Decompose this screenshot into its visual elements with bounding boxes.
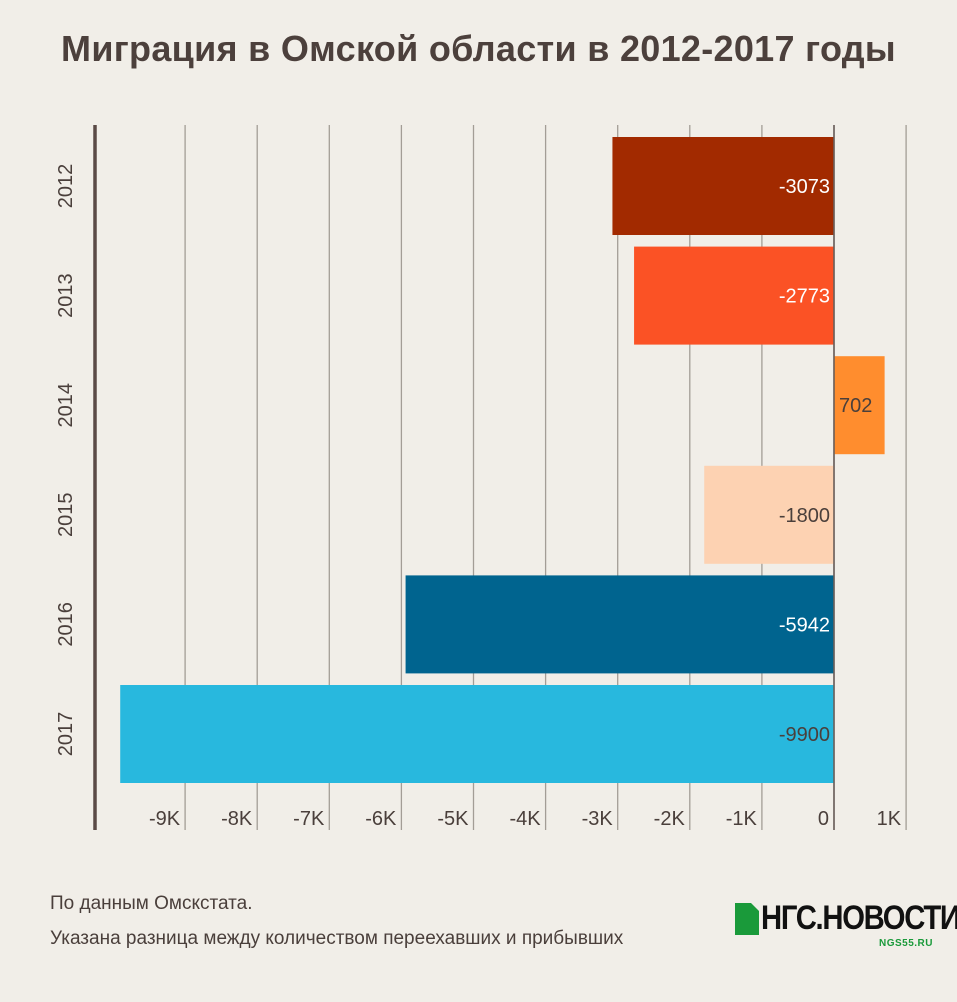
bar-value-label: 702 bbox=[839, 395, 872, 417]
bar-value-label: -2773 bbox=[779, 286, 830, 308]
x-tick-label: 1K bbox=[877, 808, 902, 830]
bar-2012 bbox=[612, 137, 834, 235]
bar-chart: -3073 2012 -2773 2013 702 2014 -1800 2015 -5942 2… bbox=[55, 125, 907, 830]
y-tick-label: 2017 bbox=[55, 712, 77, 757]
x-tick-label: -7K bbox=[293, 808, 325, 830]
source-note: По данным Омскстата. bbox=[50, 893, 253, 914]
ngs-logo[interactable]: НГС.НОВОСТИ NGS55.RU bbox=[735, 899, 957, 953]
chart-title: Миграция в Омской области в 2012-2017 го… bbox=[61, 28, 896, 69]
bar-2015 bbox=[704, 465, 834, 564]
bar-2016 bbox=[405, 575, 834, 674]
bar-value-label: -5942 bbox=[779, 614, 830, 636]
x-tick-label: -8K bbox=[221, 808, 253, 830]
bar-2013 bbox=[634, 246, 834, 345]
y-tick-label: 2012 bbox=[55, 164, 77, 209]
bar-value-label: -1800 bbox=[779, 505, 830, 527]
y-tick-label: 2016 bbox=[55, 602, 77, 647]
bar-value-label: -3073 bbox=[779, 176, 830, 198]
logo-text: НГС.НОВОСТИ bbox=[761, 899, 957, 937]
explanation-note: Указана разница между количеством переех… bbox=[50, 928, 624, 949]
x-tick-label: -1K bbox=[726, 808, 758, 830]
x-tick-label: -3K bbox=[582, 808, 614, 830]
logo-mark-icon bbox=[735, 903, 759, 935]
bar-2017 bbox=[120, 685, 834, 783]
x-tick-label: -6K bbox=[365, 808, 397, 830]
x-tick-label: 0 bbox=[818, 808, 829, 830]
y-tick-label: 2015 bbox=[55, 493, 77, 538]
y-tick-label: 2014 bbox=[55, 383, 77, 428]
logo-subtext: NGS55.RU bbox=[878, 938, 933, 949]
y-tick-label: 2013 bbox=[55, 273, 77, 318]
x-tick-label: -2K bbox=[654, 808, 686, 830]
bar-value-label: -9900 bbox=[779, 724, 830, 746]
x-tick-label: -4K bbox=[509, 808, 541, 830]
x-tick-label: -5K bbox=[437, 808, 469, 830]
bar-2014 bbox=[834, 356, 885, 455]
x-tick-label: -9K bbox=[149, 808, 181, 830]
